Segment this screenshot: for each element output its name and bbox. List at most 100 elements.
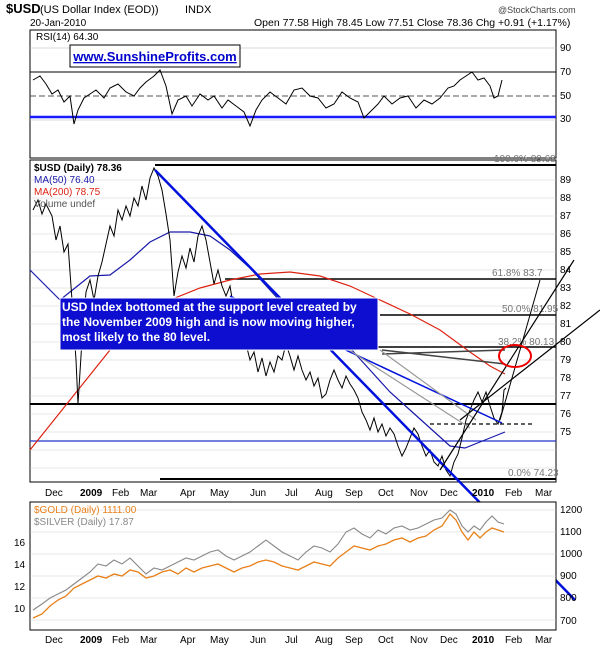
- svg-text:Dec: Dec: [440, 635, 458, 646]
- header-symbol: $USD: [6, 1, 41, 16]
- svg-text:Dec: Dec: [440, 488, 458, 499]
- legend-usd: $USD (Daily) 78.36: [34, 163, 122, 174]
- svg-text:Feb: Feb: [112, 635, 130, 646]
- svg-text:89: 89: [560, 175, 572, 186]
- svg-text:Jun: Jun: [250, 488, 266, 499]
- legend-ma50: MA(50) 76.40: [34, 175, 95, 186]
- svg-text:Mar: Mar: [535, 488, 553, 499]
- legend-gold: $GOLD (Daily) 1111.00: [34, 505, 137, 516]
- uptrend-line-2: [459, 309, 600, 421]
- svg-text:78: 78: [560, 373, 572, 384]
- svg-text:87: 87: [560, 211, 572, 222]
- svg-text:Sep: Sep: [345, 635, 363, 646]
- rsi-tick-90: 90: [560, 43, 572, 54]
- svg-text:Nov: Nov: [410, 635, 428, 646]
- svg-text:Aug: Aug: [315, 635, 333, 646]
- price-x-axis: Dec 2009 Feb Mar Apr May Jun Jul Aug Sep Oct N…: [45, 488, 553, 499]
- gold-x-axis: Dec 2009 Feb Mar Apr May Jun Jul Aug Sep Oct N…: [45, 635, 553, 646]
- arrow-line-1: [381, 349, 506, 365]
- svg-text:1100: 1100: [560, 527, 582, 538]
- rsi-line: [32, 69, 503, 128]
- svg-text:Jun: Jun: [250, 635, 266, 646]
- rsi-tick-70: 70: [560, 67, 572, 78]
- svg-text:88: 88: [560, 193, 572, 204]
- svg-text:800: 800: [560, 593, 577, 604]
- svg-text:12: 12: [14, 582, 26, 593]
- fib-label-50: 50.0% 81.95: [502, 304, 559, 315]
- svg-text:Apr: Apr: [180, 635, 196, 646]
- svg-text:14: 14: [14, 560, 26, 571]
- svg-text:79: 79: [560, 355, 572, 366]
- gold-line: [32, 512, 505, 619]
- svg-text:86: 86: [560, 229, 572, 240]
- rsi-tick-30: 30: [560, 114, 572, 125]
- gray-line-1: [345, 347, 471, 429]
- header-exchange: INDX: [185, 4, 212, 16]
- svg-text:900: 900: [560, 571, 577, 582]
- svg-text:2009: 2009: [80, 635, 103, 646]
- target-circle: [498, 344, 532, 368]
- silver-axis: 16 14 12 10: [14, 538, 26, 615]
- svg-text:May: May: [210, 488, 229, 499]
- gray-line-2: [379, 349, 477, 421]
- header-quote: Open 77.58 High 78.45 Low 77.51 Close 78…: [254, 17, 570, 29]
- rsi-tick-50: 50: [560, 91, 572, 102]
- ma50-line: [29, 231, 506, 449]
- svg-text:75: 75: [560, 427, 572, 438]
- svg-text:80: 80: [560, 337, 572, 348]
- svg-text:Oct: Oct: [378, 635, 394, 646]
- header-name: (US Dollar Index (EOD)): [40, 4, 159, 16]
- arrow-line-2: [381, 349, 506, 355]
- svg-text:Sep: Sep: [345, 488, 363, 499]
- svg-text:82: 82: [560, 301, 572, 312]
- legend-ma200: MA(200) 78.75: [34, 187, 101, 198]
- svg-text:84: 84: [560, 265, 572, 276]
- legend-volume: Volume undef: [34, 199, 95, 210]
- svg-text:76: 76: [560, 409, 572, 420]
- svg-text:May: May: [210, 635, 229, 646]
- svg-text:Mar: Mar: [140, 635, 158, 646]
- legend-silver: $SILVER (Daily) 17.87: [34, 517, 134, 528]
- svg-text:Dec: Dec: [45, 488, 63, 499]
- price-axis: 89 88 87 86 85 84 83 82 81 80 79 78 77 76 75: [560, 175, 572, 438]
- annotation-box: [59, 297, 379, 351]
- fib-label-0: 0.0% 74.23: [508, 468, 559, 479]
- ma200-line: [29, 271, 506, 451]
- gold-axis: 1200 1100 1000 900 800 700: [560, 505, 583, 627]
- svg-text:Feb: Feb: [505, 635, 523, 646]
- svg-text:Feb: Feb: [112, 488, 130, 499]
- svg-text:Aug: Aug: [315, 488, 333, 499]
- svg-text:Oct: Oct: [378, 488, 394, 499]
- svg-text:1000: 1000: [560, 549, 583, 560]
- svg-text:2009: 2009: [80, 488, 103, 499]
- svg-text:Feb: Feb: [505, 488, 523, 499]
- header-date: 20-Jan-2010: [30, 18, 87, 29]
- svg-text:77: 77: [560, 391, 572, 402]
- svg-text:16: 16: [14, 538, 26, 549]
- svg-text:700: 700: [560, 616, 577, 627]
- watermark-box: [69, 44, 241, 68]
- svg-text:85: 85: [560, 247, 572, 258]
- svg-text:81: 81: [560, 319, 572, 330]
- svg-text:1200: 1200: [560, 505, 583, 516]
- svg-text:2010: 2010: [472, 635, 495, 646]
- svg-text:Jul: Jul: [285, 635, 298, 646]
- svg-text:83: 83: [560, 283, 572, 294]
- gold-panel-frame: [29, 501, 557, 631]
- annotation-text: USD Index bottomed at the support level …: [62, 300, 357, 344]
- rsi-axis: 90 70 50 30: [560, 43, 572, 125]
- svg-text:Apr: Apr: [180, 488, 196, 499]
- svg-text:Jul: Jul: [285, 488, 298, 499]
- gold-gridlines: [30, 509, 556, 621]
- fib-label-382: 38.2% 80.13: [498, 337, 555, 348]
- rsi-label: RSI(14) 64.30: [36, 32, 99, 43]
- fib-label-100: 100.0% 89.68: [494, 154, 556, 165]
- watermark-text: www.SunshineProfits.com: [72, 49, 236, 64]
- svg-text:Dec: Dec: [45, 635, 63, 646]
- fib-label-618: 61.8% 83.7: [492, 268, 543, 279]
- silver-line: [32, 509, 505, 611]
- svg-text:2010: 2010: [472, 488, 495, 499]
- uptrend-line-3: [499, 279, 541, 421]
- svg-text:Mar: Mar: [140, 488, 158, 499]
